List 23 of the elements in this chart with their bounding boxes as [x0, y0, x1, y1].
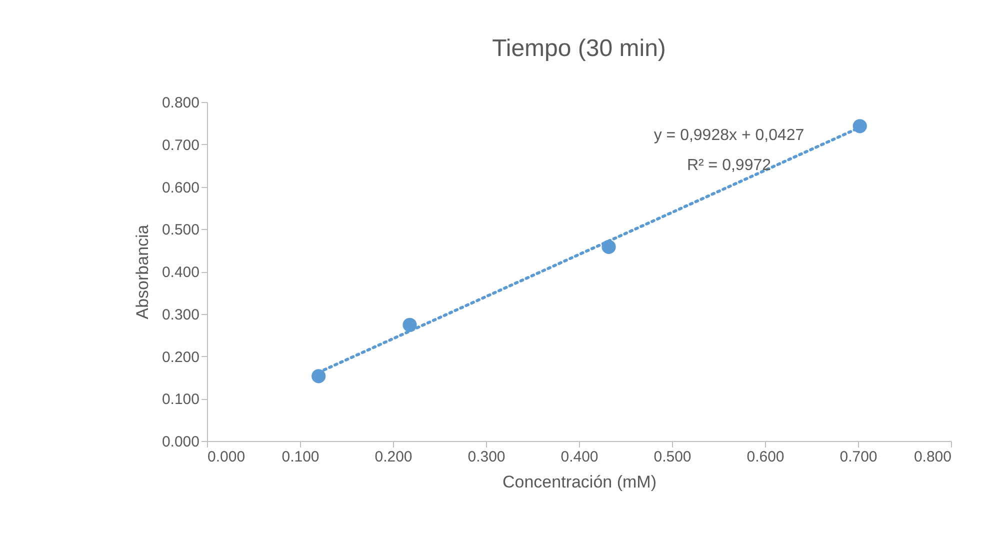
y-tick-label: 0.300	[162, 306, 200, 324]
chart-title: Tiempo (30 min)	[492, 35, 666, 62]
y-tick-label: 0.700	[162, 136, 200, 154]
x-tick-label: 0.000	[208, 448, 246, 466]
y-tick-label: 0.600	[162, 179, 200, 196]
x-tick-label: 0.400	[560, 448, 598, 466]
y-tick-label: 0.200	[162, 348, 200, 366]
x-tick-label: 0.700	[840, 448, 878, 466]
x-tick-label: 0.300	[468, 448, 506, 466]
y-tick-label: 0.100	[162, 391, 200, 408]
y-tick-label: 0.000	[162, 434, 200, 450]
y-tick-label: 0.800	[162, 94, 200, 112]
y-tick-label: 0.400	[162, 264, 200, 281]
x-tick-label: 0.800	[914, 448, 952, 466]
annotation: y = 0,9928x + 0,0427	[654, 127, 804, 144]
x-tick-label: 0.600	[746, 448, 784, 466]
x-tick-label: 0.500	[654, 448, 692, 466]
x-axis-title: Concentración (mM)	[502, 472, 656, 492]
annotation: R² = 0,9972	[686, 157, 772, 174]
y-axis-title: Absorbancia	[132, 224, 152, 320]
y-tick-label: 0.500	[162, 222, 200, 239]
x-tick-label: 0.200	[374, 448, 412, 466]
x-tick-label: 0.100	[282, 448, 320, 466]
